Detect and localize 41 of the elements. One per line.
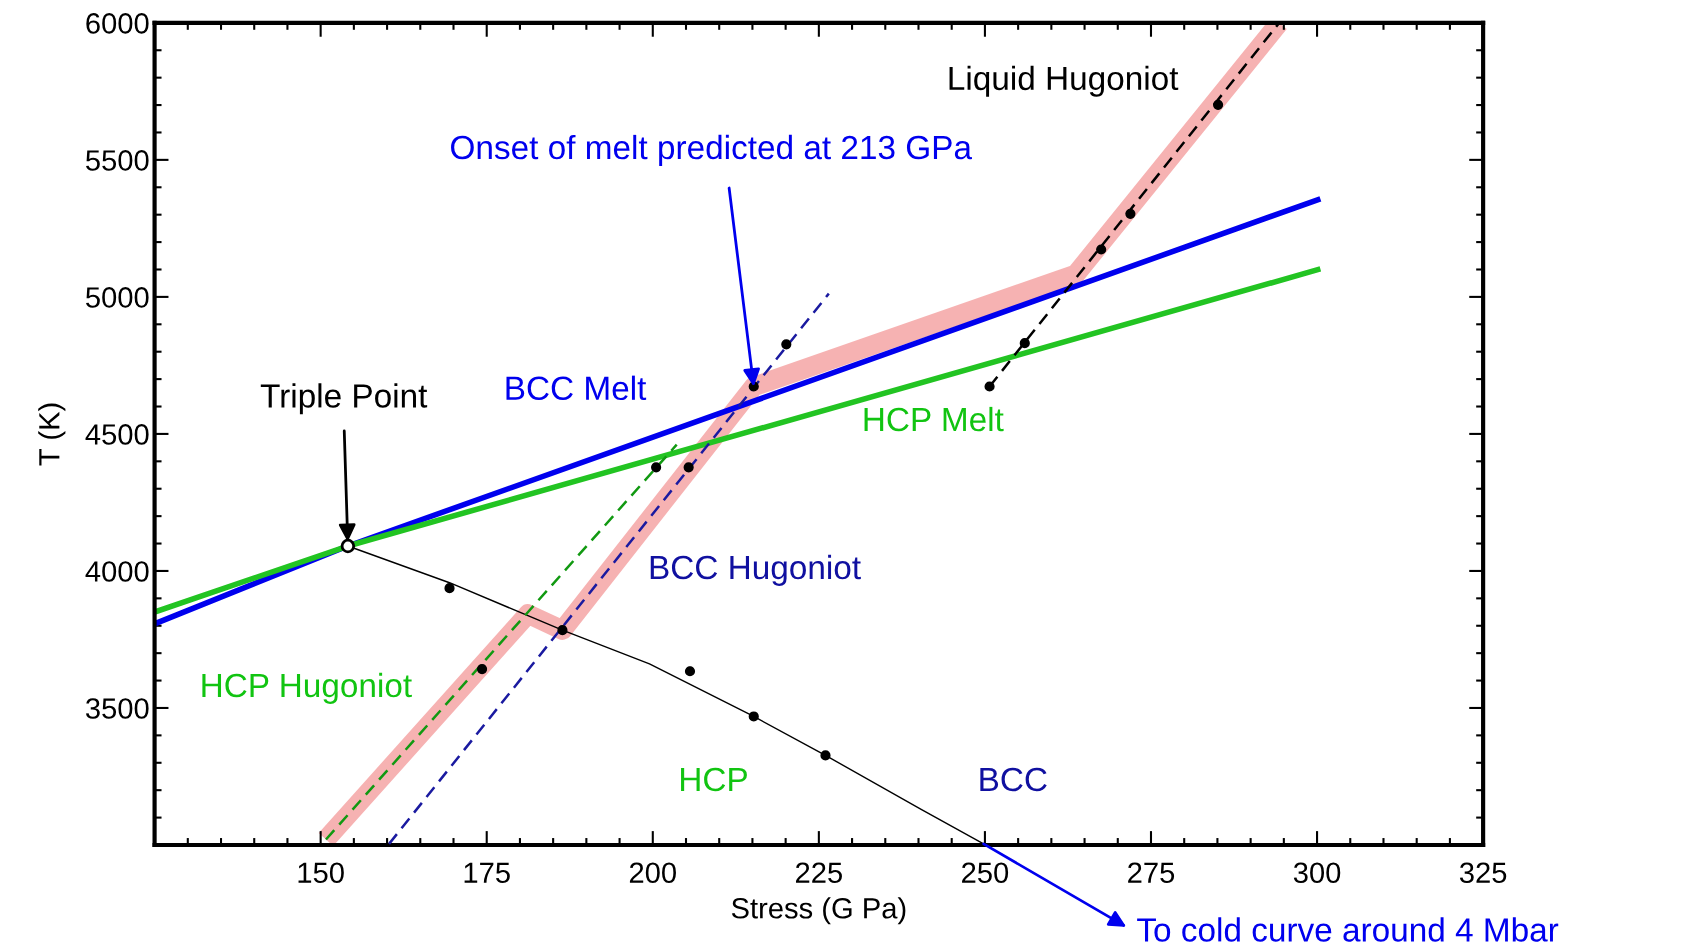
point xyxy=(651,462,662,473)
y-tick-label: 5500 xyxy=(86,150,149,171)
x-tick-label: 225 xyxy=(795,862,842,884)
point xyxy=(1019,338,1030,349)
point xyxy=(340,538,356,554)
point xyxy=(1212,99,1224,110)
point xyxy=(1125,208,1136,219)
y-tick-label: 6000 xyxy=(86,13,149,34)
x-tick-label: 175 xyxy=(464,862,510,884)
x-tick-label: 325 xyxy=(1459,862,1507,884)
annotation: Liquid Hugoniot xyxy=(949,65,1179,97)
annotation: BCC Hugoniot xyxy=(650,554,861,586)
x-tick-label: 300 xyxy=(1293,862,1341,884)
point xyxy=(1096,244,1107,255)
point xyxy=(476,663,488,675)
point xyxy=(684,666,696,677)
x-tick-label: 275 xyxy=(1128,862,1175,884)
y-tick-label: 4500 xyxy=(85,424,149,445)
point xyxy=(557,625,568,636)
y-tick-label: 4000 xyxy=(85,561,149,582)
point xyxy=(444,583,455,594)
y-tick-label: 3500 xyxy=(85,698,149,719)
x-tick-label: 200 xyxy=(629,862,676,884)
point xyxy=(683,462,694,473)
point xyxy=(820,750,831,761)
point xyxy=(781,339,792,350)
y-axis-title: T (K) xyxy=(38,403,66,466)
point xyxy=(748,711,759,722)
annotation: HCP Hugoniot xyxy=(202,672,412,704)
annotation: Triple Point xyxy=(260,383,428,415)
x-tick-label: 250 xyxy=(962,862,1009,884)
annotation: HCP xyxy=(681,767,747,792)
annotation: BCC xyxy=(980,767,1047,792)
x-axis-title: Stress (G Pa) xyxy=(731,897,906,925)
point xyxy=(984,381,995,392)
annotation: Onset of melt predicted at 213 GPa xyxy=(451,134,972,166)
annotation: To cold curve around 4 Mbar xyxy=(1137,917,1559,942)
annotation: BCC Melt xyxy=(506,375,647,401)
annotation: HCP Melt xyxy=(864,406,1004,432)
y-tick-label: 5000 xyxy=(86,287,149,308)
x-tick-label: 150 xyxy=(298,862,344,884)
